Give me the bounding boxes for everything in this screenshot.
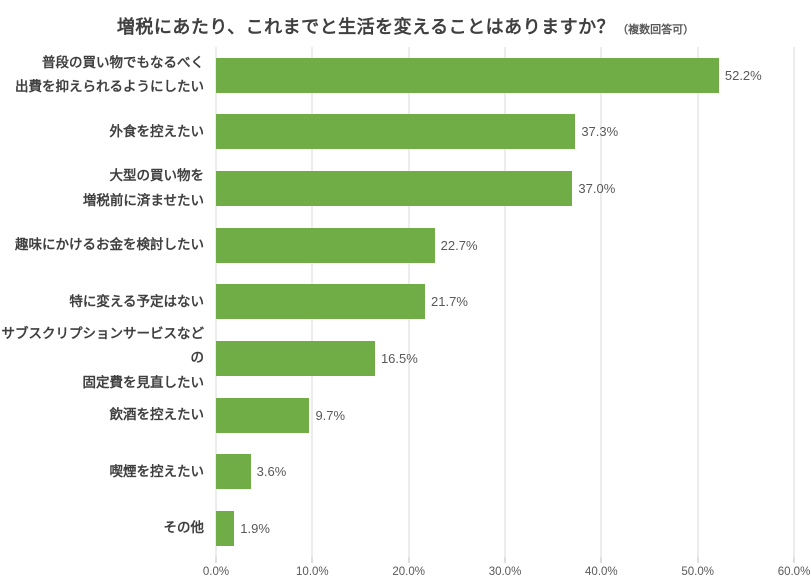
chart-row: サブスクリプションサービスなどの 固定費を見直したい 16.5% (0, 326, 794, 390)
x-tick-mark (311, 557, 313, 563)
chart-row: 飲酒を控えたい 9.7% (0, 387, 794, 444)
category-label: 大型の買い物を 増税前に済ませたい (82, 168, 204, 208)
category-label: 飲酒を控えたい (109, 407, 205, 423)
category-label: その他 (163, 520, 205, 536)
bar (216, 397, 310, 433)
bar (216, 227, 435, 263)
category-label: サブスクリプションサービスなどの 固定費を見直したい (1, 326, 205, 390)
bar (216, 171, 573, 207)
bar (216, 511, 235, 547)
value-label: 9.7% (315, 407, 346, 423)
x-tick-mark (697, 557, 699, 563)
bar (216, 284, 426, 320)
value-label: 22.7% (440, 237, 478, 253)
gridline (697, 47, 699, 557)
chart-row: 外食を控えたい 37.3% (0, 104, 794, 161)
bar-track: 52.2% (216, 57, 794, 93)
bar (216, 454, 251, 490)
bar-track: 37.0% (216, 171, 794, 207)
gridline (504, 47, 506, 557)
chart-title-text: 増税にあたり、これまでと生活を変えることはありますか？ (116, 17, 616, 37)
x-axis: 0.0% 10.0% 20.0% 30.0% 40.0% 50.0% 60.0% (203, 557, 810, 584)
chart-rows: 普段の買い物でもなるべく 出費を抑えられるようにしたい 52.2% 外食を控えたい 37… (0, 47, 794, 557)
chart-row: 喫煙を控えたい 3.6% (0, 444, 794, 501)
value-label: 52.2% (724, 67, 762, 83)
bar-track: 9.7% (216, 397, 794, 433)
category-label: 普段の買い物でもなるべく 出費を抑えられるようにしたい (15, 55, 204, 95)
gridline (600, 47, 602, 557)
chart-title-note: （複数回答可） (617, 24, 695, 36)
x-tick-mark (408, 557, 410, 563)
bar-track: 21.7% (216, 284, 794, 320)
chart-row: 特に変える予定はない 21.7% (0, 274, 794, 331)
bar-track: 1.9% (216, 511, 794, 547)
chart-row: 趣味にかけるお金を検討したい 22.7% (0, 217, 794, 274)
x-tick-label: 30.0% (488, 566, 522, 578)
chart-row: 大型の買い物を 増税前に済ませたい 37.0% (0, 160, 794, 217)
bar (216, 114, 576, 150)
x-tick-mark (793, 557, 795, 563)
category-label: 趣味にかけるお金を検討したい (15, 237, 204, 253)
x-tick-label: 40.0% (585, 566, 618, 578)
value-label: 1.9% (240, 521, 270, 537)
chart-title: 増税にあたり、これまでと生活を変えることはありますか？ （複数回答可） (0, 13, 811, 39)
bar (216, 341, 375, 377)
bar-track: 22.7% (216, 227, 794, 263)
chart-plot: 普段の買い物でもなるべく 出費を抑えられるようにしたい 52.2% 外食を控えたい 37… (0, 47, 811, 584)
bar (216, 57, 719, 93)
x-tick-label: 0.0% (202, 566, 230, 578)
bar-track: 16.5% (216, 341, 794, 377)
value-label: 37.0% (578, 181, 616, 197)
x-tick-label: 20.0% (392, 566, 425, 578)
category-label: 外食を控えたい (109, 123, 205, 139)
value-label: 16.5% (380, 351, 418, 367)
value-label: 3.6% (256, 464, 287, 480)
value-label: 21.7% (431, 294, 468, 310)
gridline (793, 47, 795, 557)
x-tick-mark (504, 557, 506, 563)
x-tick-mark (215, 557, 217, 563)
x-tick-mark (600, 557, 602, 563)
bar-track: 37.3% (216, 114, 794, 150)
category-label: 特に変える予定はない (69, 293, 204, 309)
bar-track: 3.6% (216, 454, 794, 490)
x-tick-label: 50.0% (681, 566, 714, 578)
category-label: 喫煙を控えたい (109, 463, 205, 479)
value-label: 37.3% (581, 124, 619, 140)
x-tick-label: 60.0% (777, 566, 811, 578)
chart-row: 普段の買い物でもなるべく 出費を抑えられるようにしたい 52.2% (0, 47, 794, 104)
x-tick-label: 10.0% (296, 566, 329, 578)
chart-row: その他 1.9% (0, 500, 794, 557)
